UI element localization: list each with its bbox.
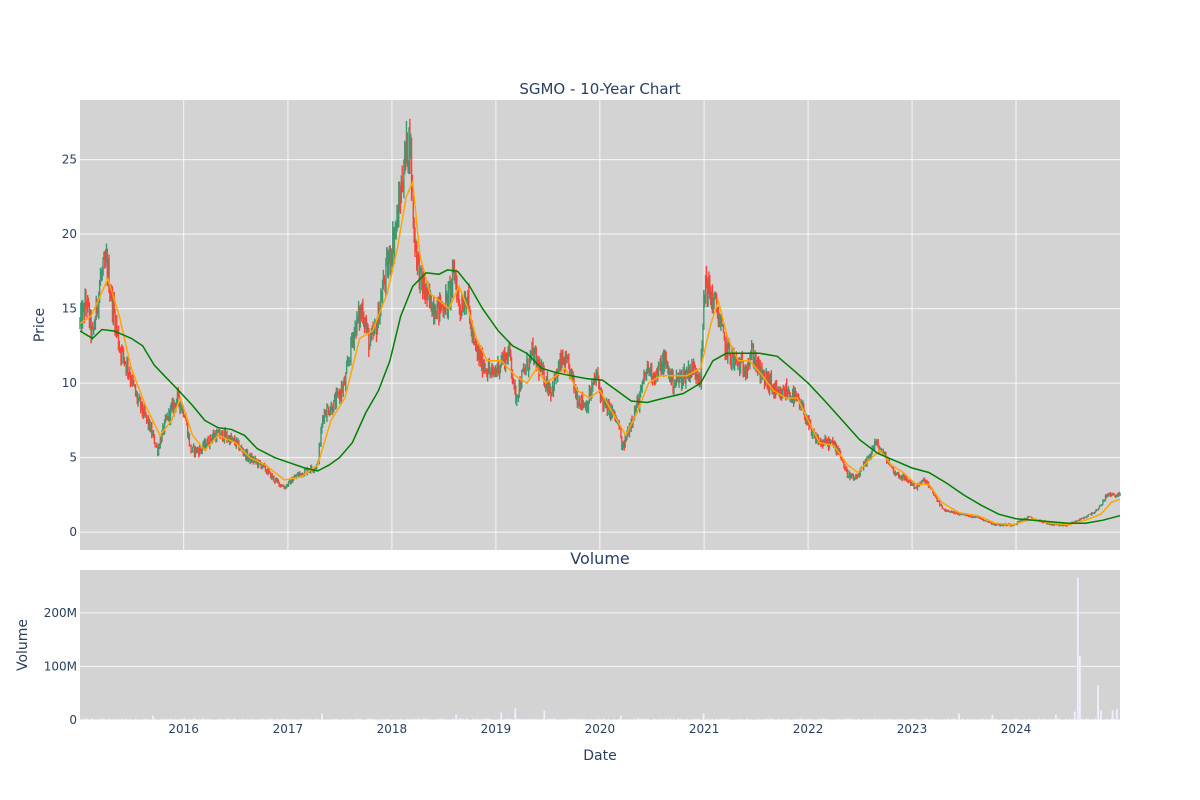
volume-x-tick-label: 2018	[377, 722, 408, 736]
chart-title: SGMO - 10-Year Chart	[519, 80, 680, 98]
volume-title: Volume	[570, 549, 630, 568]
price-y-tick-label: 20	[62, 227, 77, 241]
volume-x-tick-label: 2022	[793, 722, 824, 736]
volume-bars	[79, 578, 1121, 720]
moving-average-short-line	[79, 179, 1121, 526]
price-y-tick-label: 25	[62, 153, 77, 167]
volume-x-tick-label: 2024	[1001, 722, 1032, 736]
volume-y-tick-label: 0	[69, 713, 77, 727]
volume-plot-area	[80, 570, 1120, 720]
volume-y-axis-label: Volume	[15, 619, 31, 671]
volume-x-tick-label: 2023	[897, 722, 928, 736]
price-y-tick-labels: 0 5 10 15 20 25	[62, 153, 77, 540]
volume-y-tick-labels: 0 100M 200M	[44, 606, 77, 727]
volume-x-tick-labels: 2016 2017 2018 2019 2020 2021 2022 2023 2024	[168, 722, 1031, 736]
volume-x-tick-label: 2020	[585, 722, 616, 736]
volume-y-tick-label: 100M	[44, 659, 77, 673]
price-x-gridlines	[183, 100, 1017, 550]
moving-average-lines	[79, 179, 1121, 526]
volume-x-tick-label: 2017	[273, 722, 304, 736]
price-y-tick-label: 5	[69, 451, 77, 465]
price-y-axis-label: Price	[32, 308, 48, 342]
volume-x-tick-label: 2016	[168, 722, 199, 736]
price-y-tick-label: 10	[62, 376, 77, 390]
price-y-tick-label: 0	[69, 525, 77, 539]
x-axis-label: Date	[583, 748, 616, 764]
moving-average-long-line	[79, 269, 1121, 524]
price-y-tick-label: 15	[62, 302, 77, 316]
volume-x-tick-label: 2019	[481, 722, 512, 736]
volume-y-tick-label: 200M	[44, 606, 77, 620]
volume-x-tick-label: 2021	[689, 722, 720, 736]
